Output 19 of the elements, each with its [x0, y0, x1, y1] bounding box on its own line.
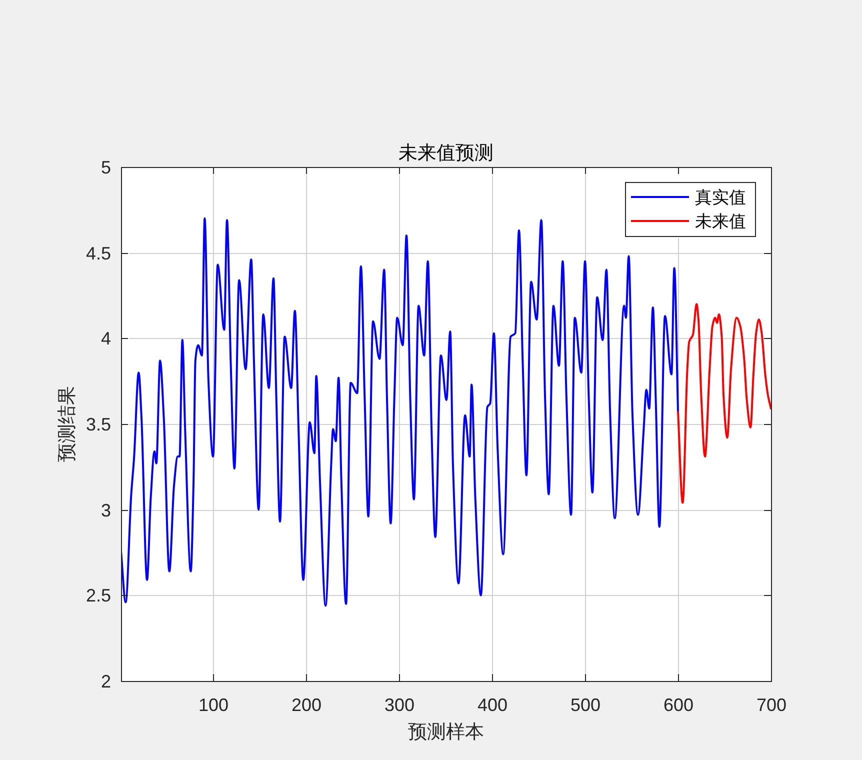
x-axis-title: 预测样本 — [408, 722, 484, 743]
x-tick-label: 200 — [291, 695, 322, 715]
y-tick-label: 3 — [100, 500, 111, 520]
x-tick-label: 400 — [477, 695, 508, 715]
y-tick-label: 2.5 — [86, 586, 111, 606]
x-tick-label: 700 — [756, 695, 787, 715]
legend-label: 真实值 — [695, 188, 746, 207]
y-tick-label: 2 — [100, 672, 111, 692]
x-tick-label: 100 — [198, 695, 229, 715]
x-tick-label: 600 — [663, 695, 694, 715]
x-tick-label: 500 — [570, 695, 601, 715]
y-tick-label: 4.5 — [86, 244, 111, 264]
y-tick-label: 4 — [100, 328, 111, 348]
y-tick-label: 5 — [100, 158, 111, 178]
y-axis-title: 预测结果 — [57, 386, 78, 462]
legend-label: 未来值 — [695, 212, 746, 231]
chart-title: 未来值预测 — [398, 143, 494, 164]
y-tick-label: 3.5 — [86, 414, 111, 434]
x-tick-label: 300 — [384, 695, 415, 715]
